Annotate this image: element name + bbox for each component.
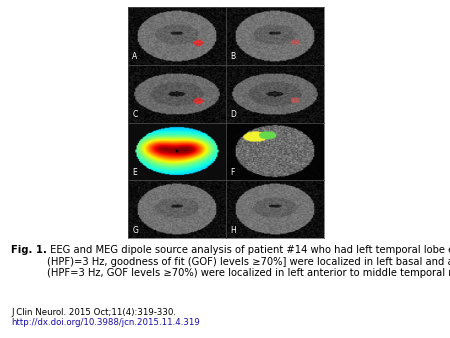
Text: Fig. 1.: Fig. 1. (11, 245, 47, 255)
Text: EEG and MEG dipole source analysis of patient #14 who had left temporal lobe epi: EEG and MEG dipole source analysis of pa… (47, 245, 450, 278)
Text: J Clin Neurol. 2015 Oct;11(4):319-330.: J Clin Neurol. 2015 Oct;11(4):319-330. (11, 308, 176, 317)
Text: http://dx.doi.org/10.3988/jcn.2015.11.4.319: http://dx.doi.org/10.3988/jcn.2015.11.4.… (11, 318, 200, 328)
